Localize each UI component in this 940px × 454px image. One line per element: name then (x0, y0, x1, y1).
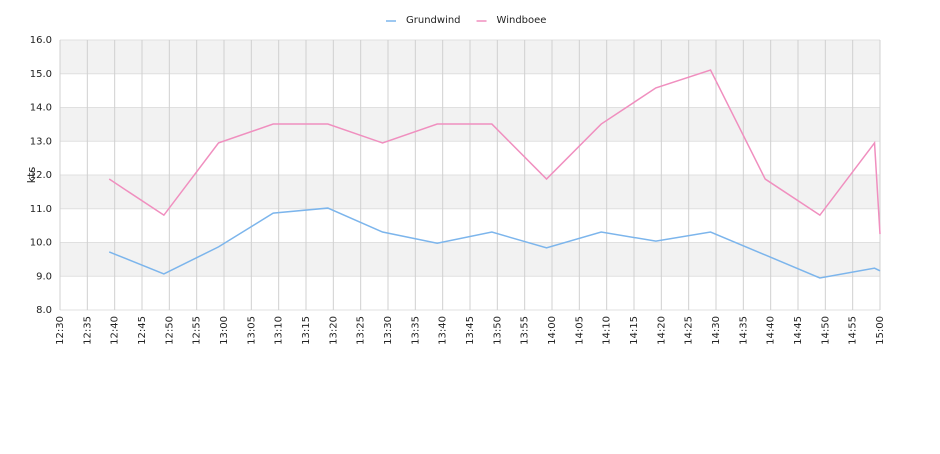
y-tick-label: 16.0 (30, 35, 52, 46)
x-tick-label: 12:55 (192, 316, 203, 345)
y-tick-label: 10.0 (30, 238, 52, 249)
y-tick-label: 13.0 (30, 136, 52, 147)
x-tick-label: 14:50 (820, 316, 831, 345)
y-tick-label: 8.0 (36, 305, 52, 316)
x-tick-label: 13:35 (410, 316, 421, 345)
x-tick-label: 12:30 (55, 316, 66, 345)
x-tick-label: 14:30 (711, 316, 722, 345)
x-tick-label: 13:50 (492, 316, 503, 345)
x-tick-label: 14:05 (574, 316, 585, 345)
y-tick-label: 14.0 (30, 103, 52, 114)
x-tick-label: 14:45 (793, 316, 804, 345)
y-axis-label: kts (25, 167, 38, 184)
x-tick-label: 14:10 (602, 316, 613, 345)
x-tick-label: 14:35 (738, 316, 749, 345)
x-tick-label: 13:15 (301, 316, 312, 345)
x-tick-label: 12:40 (110, 316, 121, 345)
line (108, 207, 881, 279)
x-tick-label: 14:25 (684, 316, 695, 345)
x-tick-label: 12:35 (82, 316, 93, 345)
y-tick-label: 11.0 (30, 204, 52, 215)
x-tick-label: 14:15 (629, 316, 640, 345)
y-tick-label: 12.0 (30, 170, 52, 181)
x-tick-label: 13:40 (438, 316, 449, 345)
x-tick-label: 12:45 (137, 316, 148, 345)
x-tick-label: 13:45 (465, 316, 476, 345)
y-tick-label: 9.0 (36, 271, 52, 282)
x-tick-label: 13:55 (520, 316, 531, 345)
x-tick-label: 13:30 (383, 316, 394, 345)
line (108, 69, 881, 235)
x-tick-label: 14:00 (547, 316, 558, 345)
x-tick-label: 12:50 (164, 316, 175, 345)
x-tick-label: 14:55 (848, 316, 859, 345)
x-tick-label: 13:05 (246, 316, 257, 345)
legend-label: Windboee (497, 15, 547, 26)
x-tick-label: 14:20 (656, 316, 667, 345)
x-tick-label: 13:10 (274, 316, 285, 345)
x-tick-label: 13:00 (219, 316, 230, 345)
x-tick-label: 13:25 (356, 316, 367, 345)
x-tick-label: 13:20 (328, 316, 339, 345)
y-tick-label: 15.0 (30, 69, 52, 80)
x-tick-label: 15:00 (875, 316, 886, 345)
legend-label: Grundwind (406, 15, 461, 26)
x-tick-label: 14:40 (766, 316, 777, 345)
